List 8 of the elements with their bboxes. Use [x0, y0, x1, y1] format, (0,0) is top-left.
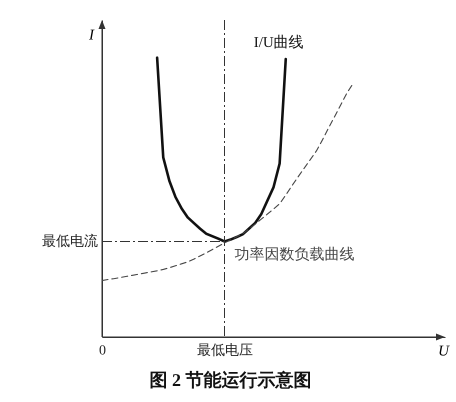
x-axis-title: U	[438, 344, 450, 360]
series-label: I/U曲线	[254, 34, 304, 52]
series-label: 功率因数负载曲线	[234, 246, 354, 263]
x-tick-label: 0	[99, 344, 106, 358]
text: 图 2 节能运行示意图	[150, 370, 312, 390]
x-tick-label: 最低电压	[197, 342, 253, 358]
y-axis-title: I	[88, 28, 95, 44]
ref-line-label: 最低电流	[42, 233, 98, 250]
